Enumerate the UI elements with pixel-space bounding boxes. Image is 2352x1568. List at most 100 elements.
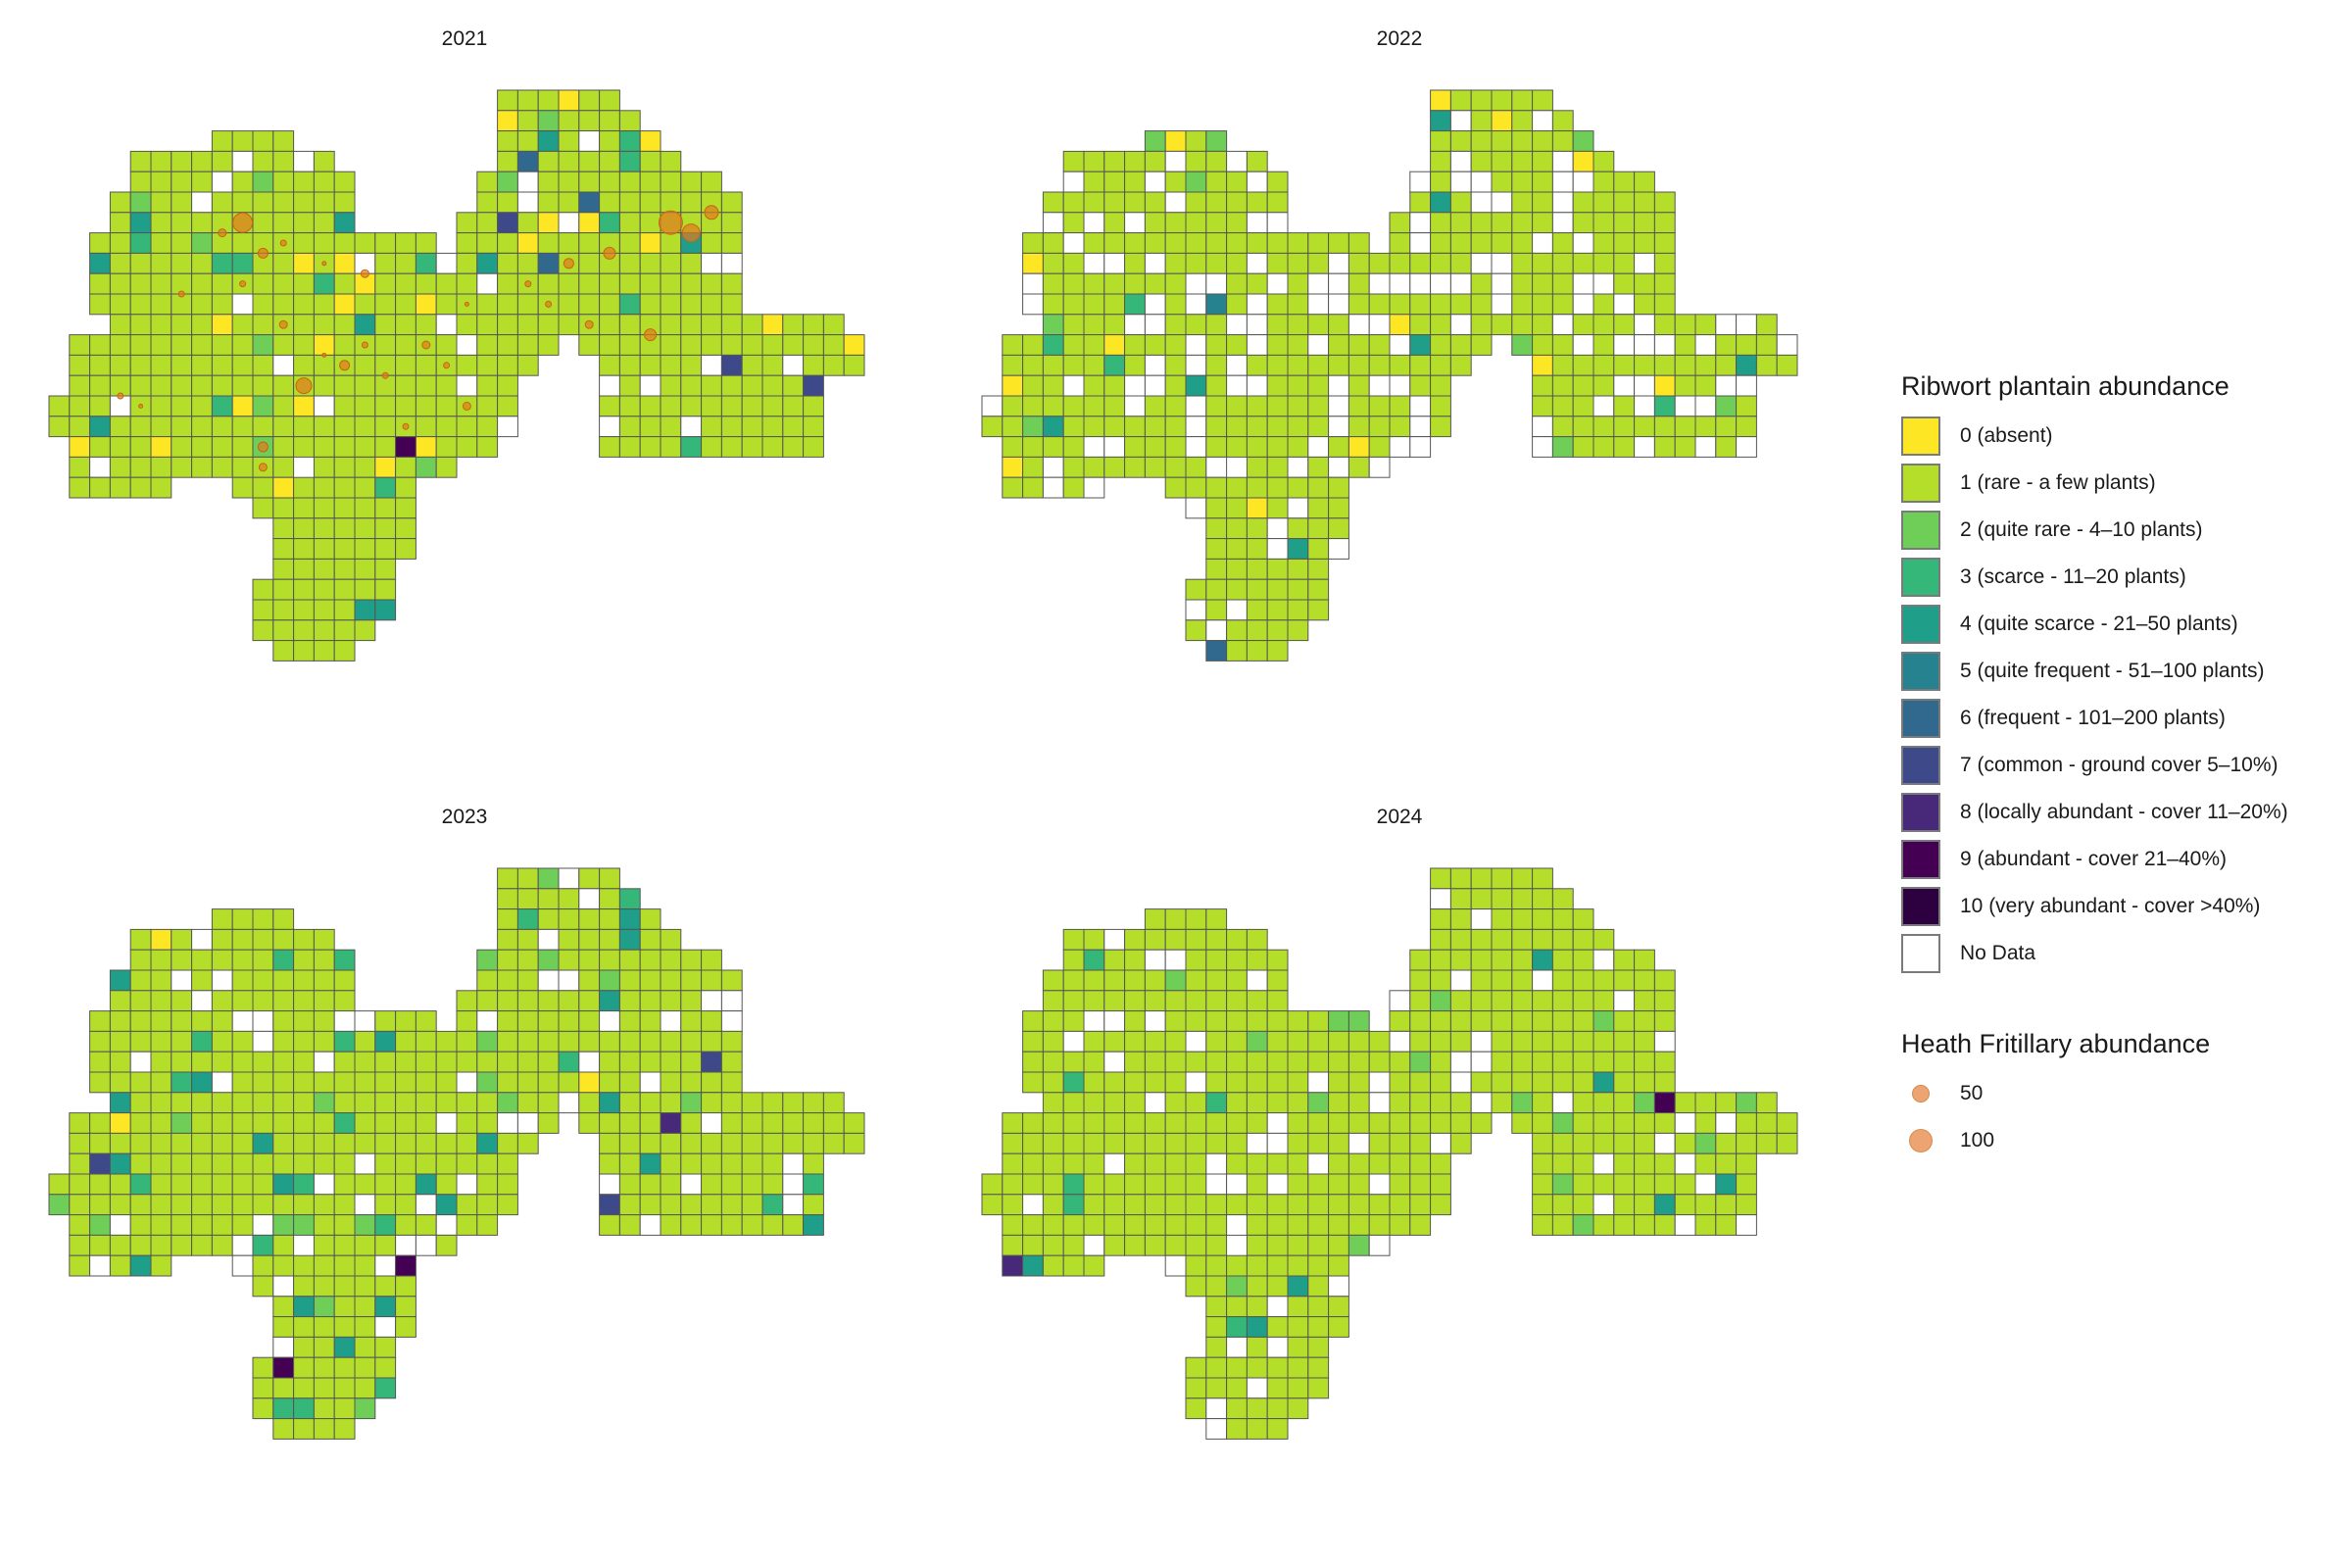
grid-cell [1062, 334, 1085, 356]
grid-cell [354, 456, 376, 478]
grid-cell [1266, 558, 1289, 580]
grid-cell [395, 1092, 416, 1114]
grid-cell [1491, 272, 1513, 295]
grid-cell [741, 416, 763, 438]
grid-cell [89, 1173, 111, 1196]
grid-cell [1470, 130, 1493, 152]
grid-cell [69, 1152, 91, 1175]
grid-cell [516, 334, 539, 356]
legend-label: 6 (frequent - 101–200 plants) [1960, 707, 2226, 729]
grid-cell [1491, 110, 1513, 132]
grid-cell [1449, 150, 1472, 172]
grid-cell [1511, 293, 1534, 316]
grid-cell [1592, 1030, 1615, 1053]
grid-cell [1572, 949, 1594, 971]
grid-cell [1409, 1071, 1432, 1094]
grid-cell [252, 1275, 274, 1298]
grid-cell [272, 191, 295, 214]
grid-cell [354, 374, 376, 397]
grid-cell [1185, 1275, 1207, 1298]
grid-cell [1736, 1214, 1757, 1236]
grid-cell [1449, 232, 1472, 254]
grid-cell [415, 1152, 437, 1175]
grid-cell [1103, 252, 1126, 274]
grid-cell [1348, 416, 1370, 438]
grid-cell [435, 1112, 458, 1134]
grid-cell [578, 232, 601, 254]
grid-cell [1551, 171, 1574, 193]
grid-cell [1164, 130, 1187, 152]
grid-cell [1083, 1071, 1105, 1094]
grid-cell [599, 293, 620, 316]
grid-cell [150, 232, 172, 254]
grid-cell [1674, 314, 1696, 336]
grid-cell [1022, 232, 1044, 254]
grid-cell [1287, 354, 1309, 376]
grid-cell [639, 232, 662, 254]
grid-cell [1226, 212, 1248, 234]
grid-cell [313, 619, 335, 642]
grid-cell [252, 949, 274, 971]
grid-cell [1103, 272, 1126, 295]
grid-cell [252, 928, 274, 951]
grid-cell [1307, 1092, 1330, 1114]
grid-cell [720, 1194, 743, 1216]
grid-cell [1532, 395, 1553, 417]
grid-cell [293, 969, 315, 992]
grid-cell [1491, 314, 1513, 336]
grid-cell [231, 130, 254, 152]
grid-cell [1776, 334, 1798, 356]
grid-cell [150, 456, 172, 478]
grid-cell [1266, 1092, 1289, 1114]
grid-cell [109, 1132, 131, 1154]
grid-cell [1205, 1356, 1228, 1379]
grid-cell [1572, 928, 1594, 951]
grid-cell [1002, 1214, 1024, 1236]
grid-cell [109, 314, 131, 336]
grid-cell [1062, 928, 1085, 951]
grid-cell [456, 990, 478, 1012]
grid-cell [1205, 517, 1228, 540]
grid-cell [599, 395, 620, 417]
grid-cell [1124, 1173, 1146, 1196]
grid-cell [1266, 969, 1289, 992]
grid-cell [109, 1092, 131, 1114]
grid-cell [129, 1132, 152, 1154]
grid-cell [150, 928, 172, 951]
grid-cell [354, 619, 376, 642]
grid-cell [395, 374, 416, 397]
grid-cell [395, 354, 416, 376]
grid-cell [354, 354, 376, 376]
grid-cell [1449, 191, 1472, 214]
grid-cell [1613, 232, 1636, 254]
bubble-label: 50 [1960, 1082, 1984, 1104]
grid-cell [374, 1356, 397, 1379]
grid-cell [48, 416, 71, 438]
grid-cell [191, 1010, 213, 1032]
grid-cell [1307, 497, 1330, 519]
grid-cell [89, 1214, 111, 1236]
grid-cell [558, 1092, 580, 1114]
grid-cell [1532, 232, 1553, 254]
grid-cell [1348, 232, 1370, 254]
grid-cell [701, 374, 722, 397]
grid-cell [558, 969, 580, 992]
grid-cell [701, 1152, 722, 1175]
grid-cell [1634, 252, 1655, 274]
grid-cell [1634, 232, 1655, 254]
grid-cell [374, 599, 397, 621]
grid-cell [1103, 1112, 1126, 1134]
grid-cell [333, 272, 356, 295]
grid-cell [1736, 395, 1757, 417]
grid-cell [1083, 476, 1105, 499]
grid-cell [1551, 1132, 1574, 1154]
grid-cell [293, 1275, 315, 1298]
grid-cell [1613, 416, 1636, 438]
grid-cell [1389, 354, 1411, 376]
grid-cell [476, 436, 499, 458]
grid-cell [333, 578, 356, 601]
grid-cell [1551, 949, 1574, 971]
grid-cell [1287, 1051, 1309, 1073]
grid-cell [415, 252, 437, 274]
grid-cell [1002, 334, 1024, 356]
